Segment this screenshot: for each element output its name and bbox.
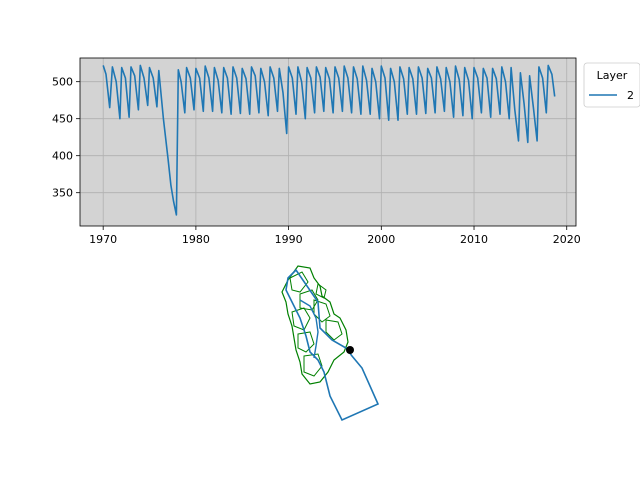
x-axis: 1970 1980 1990 2000 2010 2020 <box>89 226 581 246</box>
x-tick-label: 2020 <box>553 233 581 246</box>
subbasin <box>297 331 315 353</box>
x-tick-label: 1980 <box>182 233 210 246</box>
model-boundary <box>285 268 380 422</box>
subbasin <box>325 319 343 341</box>
subbasin <box>315 283 327 299</box>
well-marker <box>346 346 354 354</box>
subbasin <box>291 307 311 331</box>
y-tick-label: 450 <box>52 113 73 126</box>
map-plot <box>281 265 380 422</box>
x-tick-label: 1970 <box>89 233 117 246</box>
series-line-2 <box>102 64 556 216</box>
subbasin <box>303 353 323 377</box>
y-axis: 350 400 450 500 <box>52 76 80 200</box>
legend-title: Layer <box>597 69 628 82</box>
x-tick-label: 2010 <box>460 233 488 246</box>
legend-box <box>583 62 640 108</box>
y-tick-label: 400 <box>52 150 73 163</box>
plot-area <box>80 58 576 226</box>
y-tick-label: 350 <box>52 187 73 200</box>
y-tick-label: 500 <box>52 76 73 89</box>
x-tick-label: 1990 <box>275 233 303 246</box>
legend-entry-label: 2 <box>627 89 634 102</box>
plot-frame <box>79 57 577 227</box>
legend: Layer 2 <box>583 62 640 108</box>
subbasin <box>313 299 331 323</box>
timeseries-chart: 1970 1980 1990 2000 2010 2020 350 400 450 500 <box>52 57 581 246</box>
subbasin <box>289 271 309 293</box>
river-line <box>299 299 319 359</box>
series-group <box>102 64 556 216</box>
x-tick-label: 2000 <box>367 233 395 246</box>
